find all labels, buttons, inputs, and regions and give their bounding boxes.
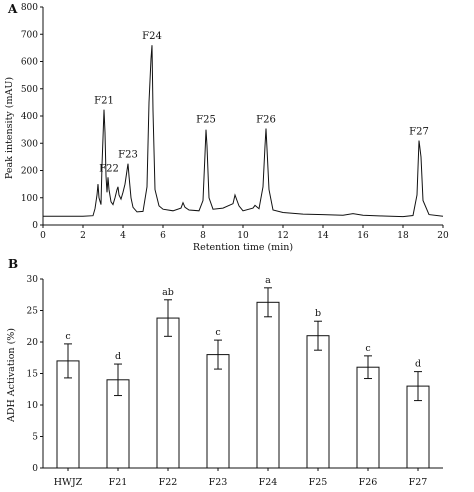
peak-label: F27 (409, 127, 429, 138)
category-label: F27 (409, 477, 428, 488)
panel-a-label: A (7, 2, 18, 16)
peak-label: F23 (118, 150, 138, 161)
peak-label: F22 (99, 163, 119, 174)
bar-y-axis-label: ADH Activation (%) (6, 328, 17, 423)
y-tick-label: 800 (21, 3, 38, 13)
y-tick-label: 0 (32, 221, 38, 231)
y-tick-label: 30 (27, 275, 39, 285)
category-label: HWJZ (54, 477, 83, 488)
bar-ticks: 0 5 10 15 20 25 30 (27, 275, 43, 474)
y-tick-label: 5 (32, 433, 38, 443)
bar-axes (42, 279, 443, 469)
y-tick-label: 20 (27, 338, 39, 348)
category-label: F26 (359, 477, 378, 488)
y-tick-label: 700 (21, 30, 38, 40)
panel-b-label: B (8, 257, 18, 271)
peak-label: F26 (256, 115, 276, 126)
y-tick-label: 25 (27, 307, 39, 317)
x-tick-label: 14 (317, 231, 329, 241)
x-tick-label: 16 (357, 231, 369, 241)
y-tick-label: 500 (21, 85, 38, 95)
y-tick-label: 15 (27, 370, 39, 380)
bars: c HWJZ d F21 ab F22 c F23 a F24 b F25 c F26 d F27 (54, 275, 430, 488)
x-tick-label: 6 (160, 231, 166, 241)
adh-activation-panel: B c HWJZ d F21 ab F22 c F23 a F24 b F25 c F26 d F27 0 5 1… (6, 257, 443, 488)
x-tick-label: 8 (200, 231, 206, 241)
y-tick-label: 600 (21, 58, 38, 68)
chromatogram-ticks: 0 2 4 6 8 10 12 14 16 18 2001002003004005006007008… (21, 3, 449, 241)
chromatogram-y-axis-label: Peak intensity (mAU) (4, 77, 15, 179)
bar (356, 366, 380, 469)
significance-letter: a (265, 275, 271, 286)
peak-labels: F21 F22 F23 F24 F25 F26 F27 (94, 31, 429, 174)
x-tick-label: 20 (437, 231, 449, 241)
chromatogram-axes (42, 7, 443, 226)
y-tick-label: 300 (21, 139, 38, 149)
bar (156, 317, 180, 469)
y-tick-label: 100 (21, 194, 38, 204)
significance-letter: c (65, 331, 70, 342)
significance-letter: d (415, 359, 421, 370)
bar (256, 301, 280, 469)
chromatogram-x-axis-label: Retention time (min) (193, 242, 293, 253)
category-label: F23 (209, 477, 228, 488)
chromatogram-panel: A 0 2 4 6 8 10 12 14 16 18 20010020030040050060070… (4, 2, 449, 253)
x-tick-label: 0 (40, 231, 46, 241)
significance-letter: d (115, 351, 121, 362)
category-label: F24 (259, 477, 278, 488)
peak-label: F21 (94, 96, 114, 107)
significance-letter: b (315, 308, 321, 319)
category-label: F22 (159, 477, 178, 488)
category-label: F21 (109, 477, 128, 488)
y-tick-label: 400 (21, 112, 38, 122)
significance-letter: c (215, 327, 220, 338)
peak-label: F25 (196, 115, 216, 126)
peak-label: F24 (142, 31, 162, 42)
x-tick-label: 2 (80, 231, 86, 241)
y-tick-label: 0 (32, 464, 38, 474)
chromatogram-trace (43, 45, 444, 218)
x-tick-label: 10 (237, 231, 249, 241)
bar (206, 354, 230, 469)
y-tick-label: 200 (21, 167, 38, 177)
x-tick-label: 18 (397, 231, 409, 241)
x-tick-label: 12 (277, 231, 288, 241)
y-tick-label: 10 (27, 401, 39, 411)
category-label: F25 (309, 477, 328, 488)
significance-letter: c (365, 343, 370, 354)
significance-letter: ab (162, 287, 174, 298)
x-tick-label: 4 (120, 231, 126, 241)
bar (306, 335, 330, 469)
